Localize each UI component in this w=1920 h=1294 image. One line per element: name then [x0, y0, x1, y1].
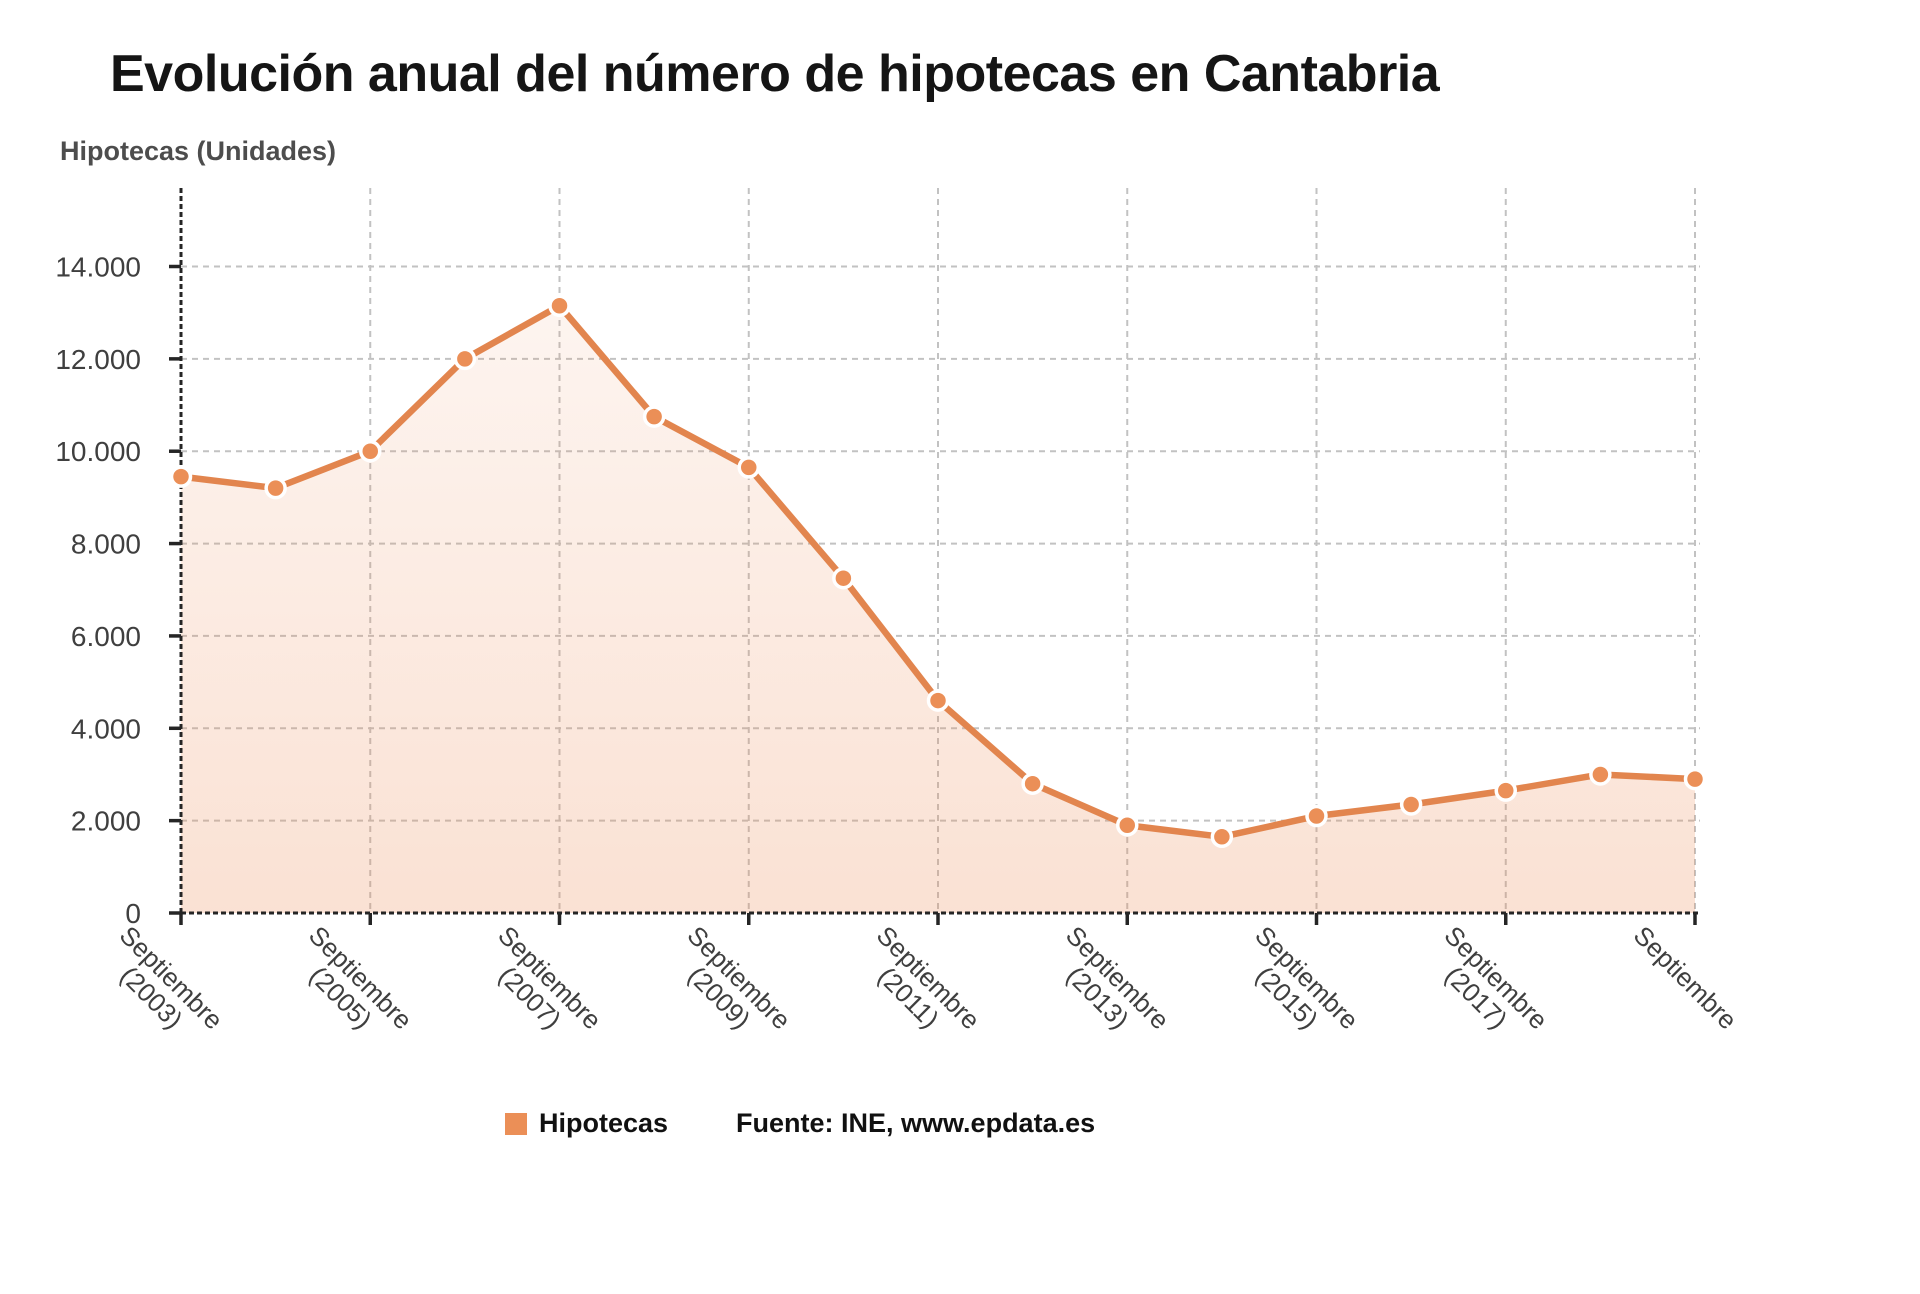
data-point-marker [1494, 779, 1517, 802]
x-tick-label: Septiembre(2011) [851, 920, 986, 1055]
data-point-marker [1116, 814, 1139, 837]
y-tick-label: 10.000 [55, 436, 141, 467]
data-point-marker [453, 347, 477, 371]
source-text: Fuente: INE, www.epdata.es [736, 1108, 1096, 1138]
data-point-marker [1399, 793, 1423, 816]
y-tick-label: 0 [125, 898, 141, 929]
legend-swatch-hipotecas [505, 1112, 527, 1135]
data-points [169, 294, 1707, 849]
data-point-marker [169, 465, 193, 488]
x-tick-label: Septiembre(2003) [94, 920, 229, 1055]
y-tick-label: 8.000 [71, 529, 141, 560]
y-tick-label: 2.000 [71, 806, 141, 837]
y-tick-label: 14.000 [55, 252, 141, 283]
area-fill [181, 305, 1695, 914]
x-tick-label: Septiembre(2005) [283, 920, 418, 1055]
y-axis-title: Hipotecas (Unidades) [60, 136, 337, 166]
x-tick-label: Septiembre(2013) [1040, 920, 1175, 1055]
data-point-marker [548, 294, 571, 318]
data-point-marker [926, 689, 950, 712]
data-point-marker [1683, 767, 1707, 791]
data-point-marker [359, 439, 382, 463]
axes [169, 188, 1700, 925]
legend-row: Hipotecas Fuente: INE, www.epdata.es [505, 1108, 1095, 1139]
x-tick-label: Septiembre(2007) [472, 920, 607, 1055]
x-tick-label: Septiembre(2017) [1419, 920, 1554, 1055]
data-point-marker [1210, 825, 1234, 849]
y-tick-labels: 0 2.000 4.000 6.000 8.000 10.000 12.000 14.000 [55, 252, 141, 929]
y-tick-label: 6.000 [71, 621, 141, 652]
data-point-marker [832, 566, 855, 590]
y-tick-label: 12.000 [55, 344, 141, 375]
data-point-marker [264, 476, 287, 500]
data-point-marker [737, 456, 760, 479]
data-point-marker [642, 405, 666, 428]
x-tick-labels: Septiembre(2003) Septiembre(2005) Septiemb… [94, 920, 1743, 1055]
x-tick-label: Septiembre(2009) [662, 920, 797, 1055]
data-point-marker [1589, 763, 1612, 786]
y-tick-label: 4.000 [71, 713, 141, 744]
chart-title: Evolución anual del número de hipotecas … [110, 45, 1440, 103]
x-tick-label: Septiembre(2015) [1229, 920, 1364, 1055]
data-point-marker [1021, 772, 1044, 795]
data-point-marker [1305, 804, 1328, 828]
x-tick-label: Septiembre [1628, 920, 1743, 1035]
legend-label-hipotecas: Hipotecas [539, 1108, 669, 1138]
